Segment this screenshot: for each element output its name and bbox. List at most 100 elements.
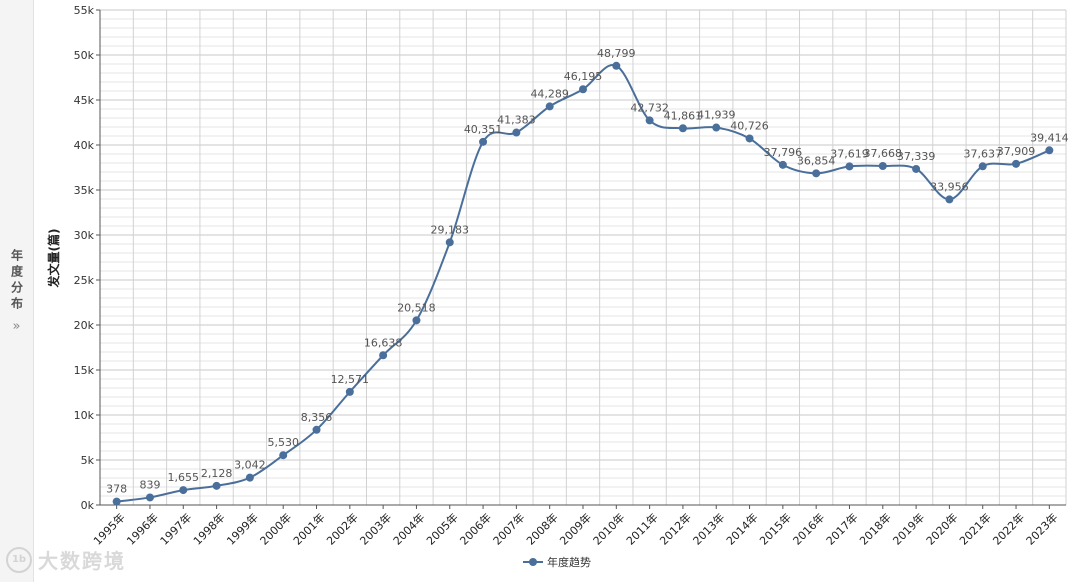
data-label: 12,571: [331, 373, 370, 386]
data-point[interactable]: [745, 134, 754, 143]
data-point[interactable]: [312, 425, 321, 434]
x-tick-label: 2006年: [457, 510, 494, 547]
y-tick-label: 15k: [74, 364, 95, 377]
legend-marker: [529, 558, 537, 566]
x-tick-label: 1996年: [124, 510, 161, 547]
data-point[interactable]: [878, 161, 887, 170]
data-label: 39,414: [1030, 131, 1069, 144]
y-tick-label: 30k: [74, 229, 95, 242]
x-tick-label: 2020年: [923, 510, 960, 547]
data-point[interactable]: [845, 162, 854, 171]
x-tick-label: 1998年: [190, 510, 227, 547]
y-tick-label: 0k: [81, 499, 95, 512]
data-point[interactable]: [712, 123, 721, 132]
data-label: 37,668: [864, 147, 903, 160]
x-tick-label: 2023年: [1023, 510, 1060, 547]
watermark-text: 大数跨境: [38, 549, 126, 573]
data-label: 41,861: [664, 109, 703, 122]
side-panel-title: 年度分布: [9, 248, 24, 313]
data-point[interactable]: [512, 128, 521, 137]
x-tick-label: 2017年: [823, 510, 860, 547]
data-point[interactable]: [645, 116, 654, 125]
x-tick-label: 2019年: [890, 510, 927, 547]
x-tick-label: 2003年: [357, 510, 394, 547]
data-point[interactable]: [545, 102, 554, 111]
data-point[interactable]: [579, 85, 587, 94]
data-label: 40,726: [730, 119, 769, 132]
data-point[interactable]: [1012, 159, 1021, 168]
data-label: 36,854: [797, 154, 836, 167]
y-tick-label: 25k: [74, 274, 95, 287]
data-label: 378: [106, 483, 127, 496]
data-label: 8,356: [301, 411, 333, 424]
y-tick-label: 10k: [74, 409, 95, 422]
data-point[interactable]: [978, 162, 987, 171]
data-point[interactable]: [812, 169, 821, 178]
x-tick-label: 2012年: [657, 510, 694, 547]
legend-label[interactable]: 年度趋势: [547, 555, 591, 569]
data-label: 5,530: [267, 436, 299, 449]
y-tick-label: 20k: [74, 319, 95, 332]
data-point[interactable]: [1045, 146, 1054, 155]
data-label: 33,956: [930, 180, 969, 193]
data-label: 29,183: [431, 223, 470, 236]
data-point[interactable]: [678, 124, 687, 133]
x-tick-label: 2018年: [856, 510, 893, 547]
data-label: 41,939: [697, 109, 736, 122]
data-label: 2,128: [201, 467, 233, 480]
x-tick-label: 1997年: [157, 510, 194, 547]
line-chart: 0k 5k 10k 15k 20k 25k 30k 35k 40k 45k 50k 55k 发文量(篇)…: [46, 4, 1069, 569]
data-point[interactable]: [279, 451, 288, 460]
data-label: 1,655: [168, 471, 200, 484]
data-label: 44,289: [530, 87, 569, 100]
double-chevron-right-icon[interactable]: »: [12, 318, 21, 334]
x-tick-label: 1995年: [90, 510, 127, 547]
data-point[interactable]: [445, 238, 454, 247]
data-point[interactable]: [479, 137, 488, 146]
data-label: 3,042: [234, 459, 266, 472]
data-label: 37,637: [963, 147, 1002, 160]
x-tick-label: 2013年: [690, 510, 727, 547]
x-tick-label: 2007年: [490, 510, 527, 547]
data-label: 37,796: [764, 146, 803, 159]
x-tick-label: 2021年: [956, 510, 993, 547]
watermark: 1b 大数跨境: [6, 545, 126, 574]
data-point[interactable]: [245, 473, 254, 482]
x-tick-label: 2016年: [790, 510, 827, 547]
chart-container: 0k 5k 10k 15k 20k 25k 30k 35k 40k 45k 50k 55k 发文量(篇)…: [33, 0, 1069, 582]
data-point[interactable]: [778, 160, 787, 169]
data-label: 20,518: [397, 301, 436, 314]
data-point[interactable]: [345, 387, 354, 396]
x-tick-label: 2000年: [257, 510, 294, 547]
x-tick-label: 2004年: [390, 510, 427, 547]
data-label: 48,799: [597, 47, 636, 60]
y-tick-label: 45k: [74, 94, 95, 107]
data-point[interactable]: [612, 61, 621, 70]
data-point[interactable]: [212, 481, 221, 490]
data-label: 37,909: [997, 145, 1035, 158]
x-tick-label: 2014年: [723, 510, 760, 547]
x-tick-label: 2022年: [990, 510, 1027, 547]
data-label: 839: [139, 478, 160, 491]
data-label: 37,339: [897, 150, 936, 163]
y-tick-label: 5k: [81, 454, 95, 467]
data-label: 16,638: [364, 336, 403, 349]
data-point[interactable]: [912, 164, 921, 173]
data-point[interactable]: [379, 351, 388, 360]
data-point[interactable]: [145, 493, 154, 502]
series-line: [116, 64, 1050, 503]
x-tick-label: 2005年: [423, 510, 460, 547]
y-tick-label: 40k: [74, 139, 95, 152]
x-tick-label: 2002年: [323, 510, 360, 547]
x-tick-label: 1999年: [224, 510, 261, 547]
x-tick-label: 2009年: [557, 510, 594, 547]
y-axis-title: 发文量(篇): [46, 229, 61, 289]
data-point[interactable]: [412, 316, 421, 325]
year-distribution-panel-toggle[interactable]: 年度分布 »: [0, 0, 34, 582]
x-tick-label: 2010年: [590, 510, 627, 547]
x-tick-label: 2008年: [523, 510, 560, 547]
data-point[interactable]: [179, 486, 188, 495]
data-point[interactable]: [945, 195, 954, 204]
data-point[interactable]: [112, 497, 121, 506]
data-label: 46,195: [564, 70, 603, 83]
